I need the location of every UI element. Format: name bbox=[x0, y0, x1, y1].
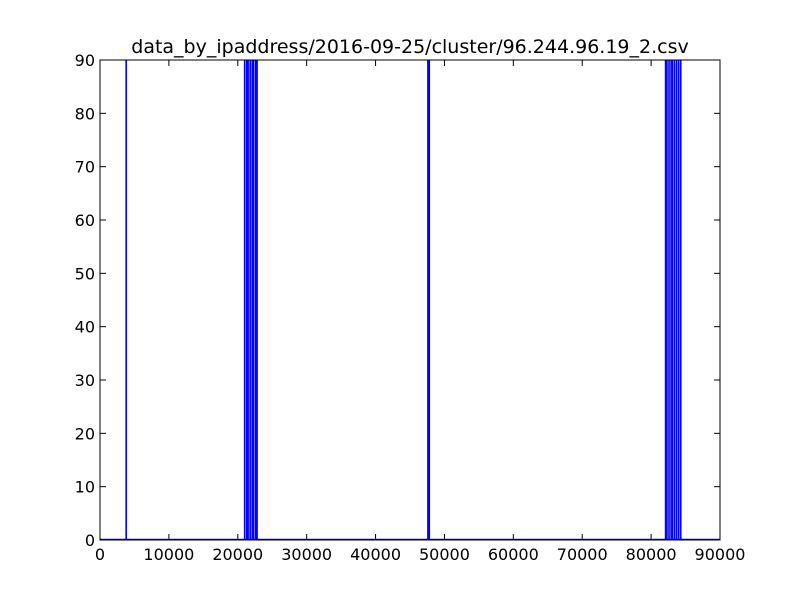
chart-title: data_by_ipaddress/2016-09-25/cluster/96.… bbox=[131, 36, 688, 58]
y-tick-label: 30 bbox=[75, 371, 95, 390]
y-tick-label: 0 bbox=[85, 531, 95, 550]
y-tick-label: 80 bbox=[75, 104, 95, 123]
series-spikes bbox=[125, 60, 682, 540]
x-tick-label: 90000 bbox=[695, 545, 746, 564]
x-tick-label: 0 bbox=[95, 545, 105, 564]
y-tick-label: 10 bbox=[75, 478, 95, 497]
y-tick-label: 40 bbox=[75, 318, 95, 337]
y-tick-label: 50 bbox=[75, 264, 95, 283]
y-axis: 0 10 20 30 40 50 60 70 80 90 bbox=[75, 51, 720, 550]
x-tick-label: 10000 bbox=[143, 545, 194, 564]
x-tick-label: 60000 bbox=[488, 545, 539, 564]
x-tick-label: 30000 bbox=[281, 545, 332, 564]
y-tick-label: 60 bbox=[75, 211, 95, 230]
y-tick-label: 90 bbox=[75, 51, 95, 70]
x-tick-label: 20000 bbox=[212, 545, 263, 564]
x-tick-label: 40000 bbox=[350, 545, 401, 564]
x-tick-label: 70000 bbox=[557, 545, 608, 564]
plot-area-frame bbox=[99, 59, 721, 541]
y-tick-label: 20 bbox=[75, 424, 95, 443]
x-axis: 0 10000 20000 30000 40000 50000 60000 70000 8000… bbox=[95, 60, 746, 564]
y-tick-label: 70 bbox=[75, 158, 95, 177]
x-tick-label: 50000 bbox=[419, 545, 470, 564]
x-tick-label: 80000 bbox=[626, 545, 677, 564]
